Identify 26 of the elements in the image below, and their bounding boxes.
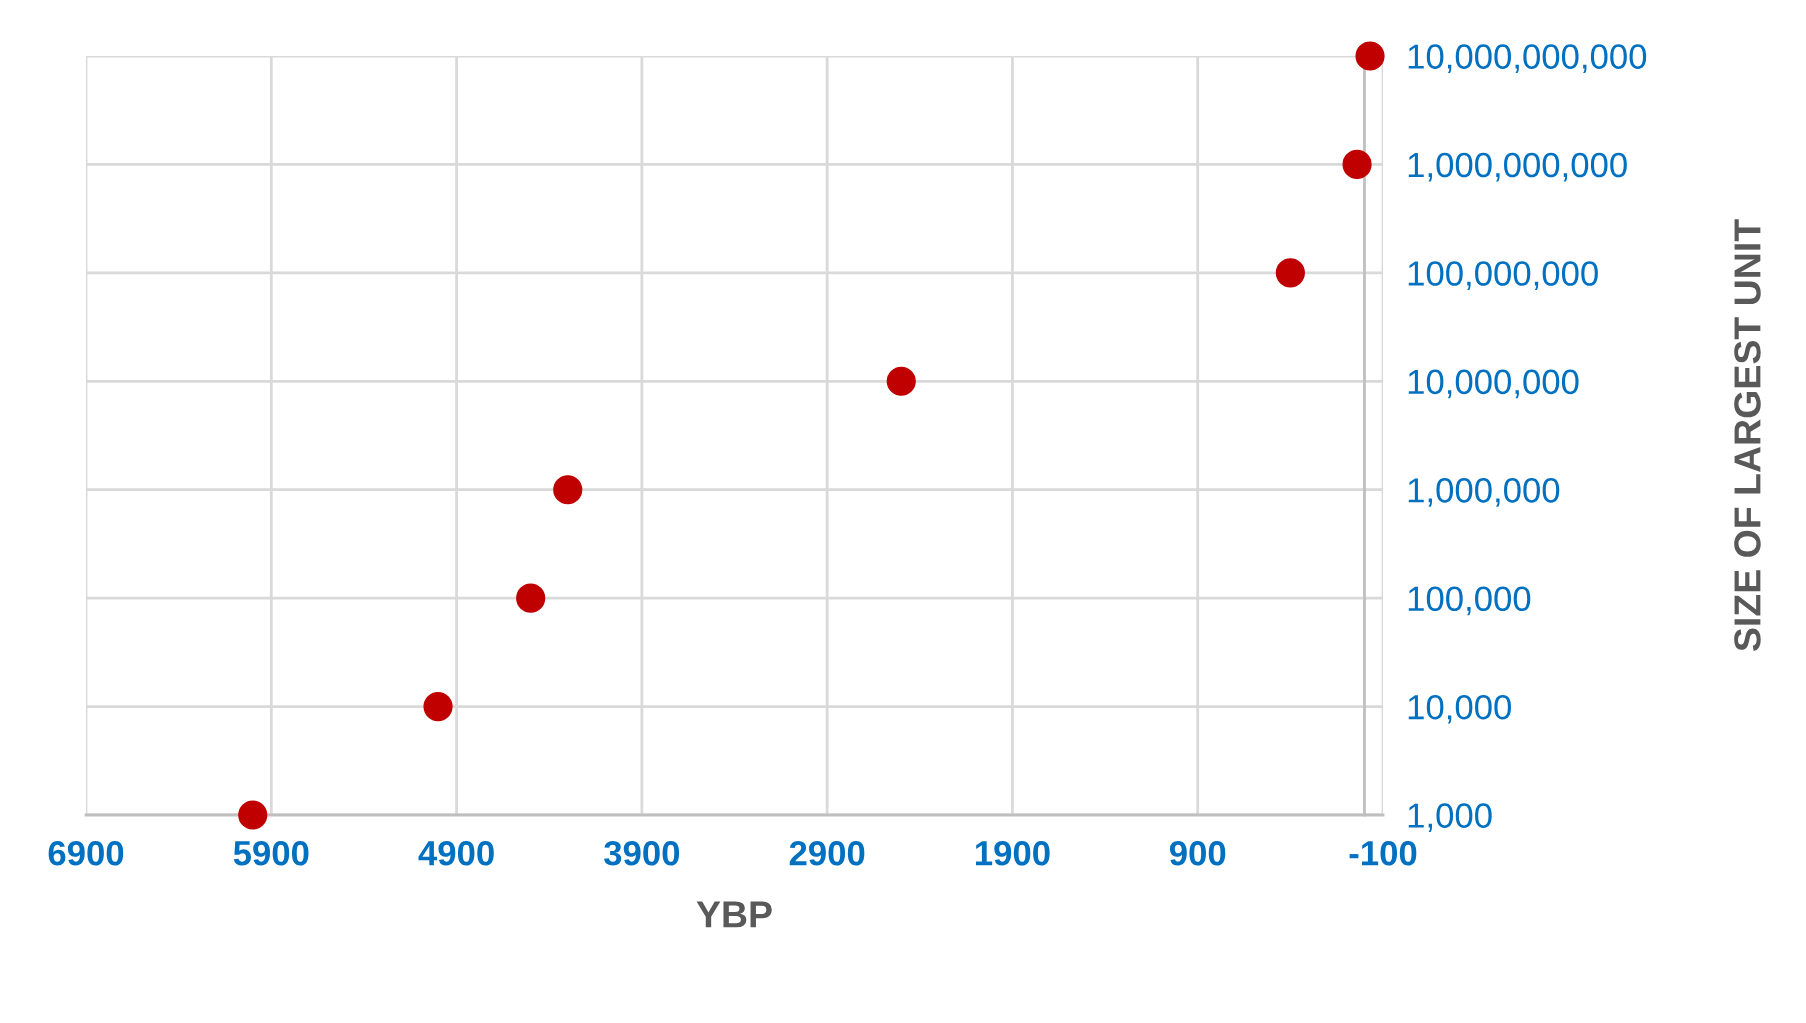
point <box>516 583 546 613</box>
x-tick-label: 4900 <box>418 840 494 866</box>
point <box>423 691 453 722</box>
point <box>886 366 916 396</box>
x-tick-label: 6900 <box>48 840 124 866</box>
point <box>238 800 268 830</box>
x-tick-label: 3900 <box>604 840 680 866</box>
point <box>1355 41 1385 71</box>
x-tick-label: 900 <box>1169 840 1226 866</box>
y-tick-label: 100,000 <box>1408 586 1531 616</box>
point <box>1275 258 1305 288</box>
y-axis-title: SIZE OF LARGEST UNIT <box>1734 219 1761 652</box>
y-tick-label: 100,000,000 <box>1408 261 1598 290</box>
y-tick-label: 10,000,000,000 <box>1408 44 1647 74</box>
y-tick-label: 1,000,000,000 <box>1408 152 1627 182</box>
y-tick-label: 1,000 <box>1408 803 1492 833</box>
x-tick-label: 2900 <box>789 840 865 866</box>
y-tick-label: 10,000 <box>1408 694 1511 724</box>
x-tick-label: 1900 <box>976 840 1050 866</box>
x-axis-title: YBP <box>696 901 772 928</box>
x-tick-label: 5900 <box>233 840 309 866</box>
x-tick-label: -100 <box>1349 840 1417 866</box>
point <box>1342 149 1372 180</box>
y-tick-label: 10,000,000 <box>1408 369 1579 399</box>
point <box>553 475 583 505</box>
y-tick-label: 1,000,000 <box>1408 478 1560 507</box>
